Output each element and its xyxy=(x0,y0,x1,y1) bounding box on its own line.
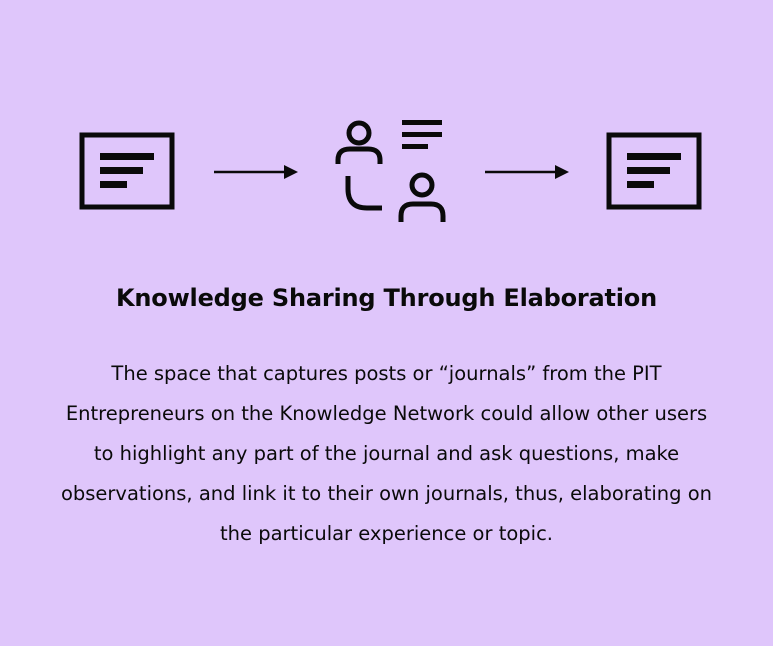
elaboration-flow-diagram xyxy=(0,0,773,260)
card-title: Knowledge Sharing Through Elaboration xyxy=(116,284,657,312)
people-discussion-icon xyxy=(335,120,446,222)
document-icon xyxy=(79,132,175,210)
card-description: The space that captures posts or “journa… xyxy=(60,362,713,545)
right-arrow-icon xyxy=(214,165,298,179)
document-icon xyxy=(606,132,702,210)
right-arrow-icon xyxy=(485,165,569,179)
